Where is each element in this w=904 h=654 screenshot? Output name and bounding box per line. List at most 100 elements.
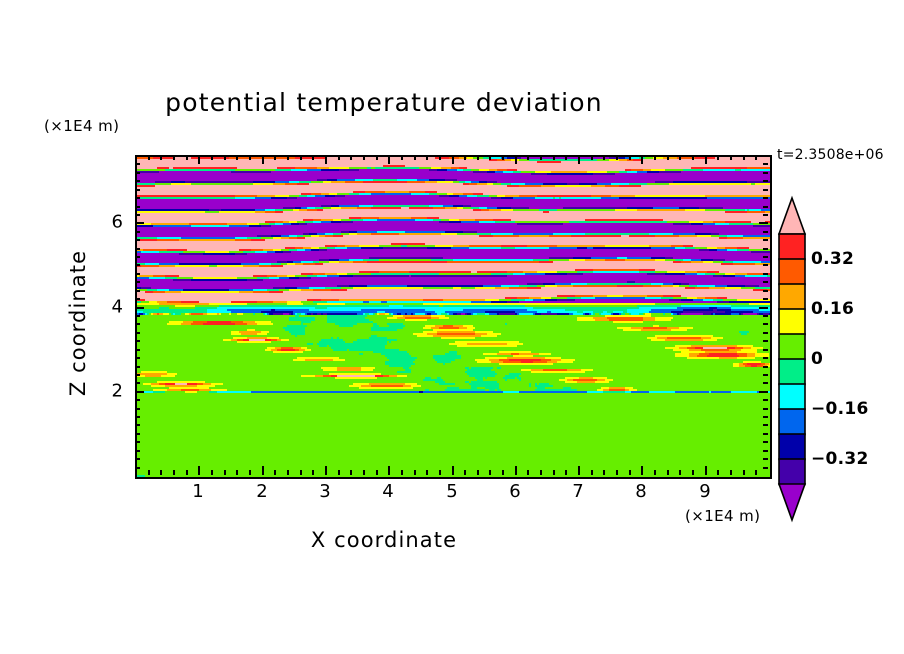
x-major-tick	[641, 466, 643, 475]
x-minor-tick-top	[489, 155, 491, 160]
x-axis-unit-label: (×1E4 m)	[685, 507, 761, 525]
x-minor-tick-top	[654, 155, 656, 160]
y-minor-tick-right	[763, 399, 768, 401]
x-minor-tick	[464, 470, 466, 475]
x-minor-tick	[224, 470, 226, 475]
y-minor-tick	[135, 206, 140, 208]
y-tick-label: 6	[111, 211, 123, 233]
x-major-tick	[388, 466, 390, 475]
x-minor-tick-top	[249, 155, 251, 160]
x-minor-tick	[629, 470, 631, 475]
y-minor-tick-right	[763, 433, 768, 435]
y-minor-tick-right	[763, 189, 768, 191]
x-major-tick	[198, 466, 200, 475]
x-minor-tick	[439, 470, 441, 475]
x-minor-tick-top	[426, 155, 428, 160]
y-minor-tick-right	[763, 441, 768, 443]
x-minor-tick-top	[464, 155, 466, 160]
y-major-tick	[135, 222, 144, 224]
x-minor-tick-top	[363, 155, 365, 160]
y-minor-tick-right	[763, 281, 768, 283]
x-minor-tick	[160, 470, 162, 475]
y-major-tick-right	[759, 391, 768, 393]
y-minor-tick-right	[763, 458, 768, 460]
y-minor-tick	[135, 374, 140, 376]
plot-frame	[135, 155, 772, 479]
y-minor-tick	[135, 290, 140, 292]
x-major-tick	[515, 466, 517, 475]
y-axis-unit-label: (×1E4 m)	[44, 117, 120, 135]
x-tick-label: 6	[509, 481, 521, 502]
y-minor-tick	[135, 273, 140, 275]
colorbar-band	[778, 283, 806, 311]
x-minor-tick-top	[591, 155, 593, 160]
y-minor-tick-right	[763, 467, 768, 469]
y-minor-tick	[135, 441, 140, 443]
colorbar-swatches	[777, 195, 807, 523]
x-minor-tick-top	[376, 155, 378, 160]
colorbar-tick-label: 0	[811, 349, 824, 369]
colorbar-band	[778, 308, 806, 336]
y-minor-tick-right	[763, 424, 768, 426]
x-minor-tick	[148, 470, 150, 475]
y-minor-tick	[135, 399, 140, 401]
time-annotation: t=2.3508e+06	[777, 147, 884, 163]
y-minor-tick	[135, 416, 140, 418]
colorbar-band	[778, 333, 806, 361]
x-axis-title: X coordinate	[310, 528, 458, 552]
y-minor-tick-right	[763, 332, 768, 334]
x-minor-tick-top	[148, 155, 150, 160]
y-minor-tick-right	[763, 382, 768, 384]
colorbar-tick-label: 0.16	[811, 299, 855, 319]
x-tick-label: 5	[446, 481, 458, 502]
x-minor-tick-top	[338, 155, 340, 160]
x-minor-tick	[527, 470, 529, 475]
x-major-tick-top	[198, 155, 200, 164]
y-minor-tick-right	[763, 248, 768, 250]
y-minor-tick	[135, 408, 140, 410]
y-major-tick-right	[759, 307, 768, 309]
x-major-tick	[578, 466, 580, 475]
colorbar-tick-label: 0.32	[811, 249, 855, 269]
x-minor-tick	[376, 470, 378, 475]
x-minor-tick	[730, 470, 732, 475]
y-minor-tick-right	[763, 374, 768, 376]
x-minor-tick-top	[565, 155, 567, 160]
y-minor-tick	[135, 366, 140, 368]
x-minor-tick	[755, 470, 757, 475]
x-minor-tick	[173, 470, 175, 475]
y-minor-tick	[135, 450, 140, 452]
y-minor-tick-right	[763, 315, 768, 317]
y-minor-tick	[135, 163, 140, 165]
y-minor-tick-right	[763, 180, 768, 182]
x-minor-tick	[667, 470, 669, 475]
x-major-tick	[325, 466, 327, 475]
y-tick-label: 2	[111, 380, 123, 402]
x-tick-label: 9	[699, 481, 711, 502]
y-minor-tick	[135, 458, 140, 460]
x-minor-tick-top	[616, 155, 618, 160]
x-major-tick-top	[578, 155, 580, 164]
y-minor-tick	[135, 248, 140, 250]
x-minor-tick	[363, 470, 365, 475]
y-minor-tick-right	[763, 298, 768, 300]
x-major-tick-top	[705, 155, 707, 164]
colorbar-cap-bottom	[777, 483, 807, 523]
x-minor-tick	[211, 470, 213, 475]
y-minor-tick	[135, 264, 140, 266]
x-major-tick-top	[325, 155, 327, 164]
x-tick-label: 1	[192, 481, 204, 502]
x-minor-tick	[236, 470, 238, 475]
x-minor-tick	[477, 470, 479, 475]
x-minor-tick	[692, 470, 694, 475]
x-minor-tick	[743, 470, 745, 475]
x-tick-label: 7	[572, 481, 584, 502]
x-minor-tick	[654, 470, 656, 475]
y-minor-tick-right	[763, 256, 768, 258]
y-minor-tick-right	[763, 273, 768, 275]
y-minor-tick-right	[763, 416, 768, 418]
x-major-tick	[452, 466, 454, 475]
x-minor-tick	[502, 470, 504, 475]
x-major-tick-top	[388, 155, 390, 164]
x-minor-tick	[350, 470, 352, 475]
